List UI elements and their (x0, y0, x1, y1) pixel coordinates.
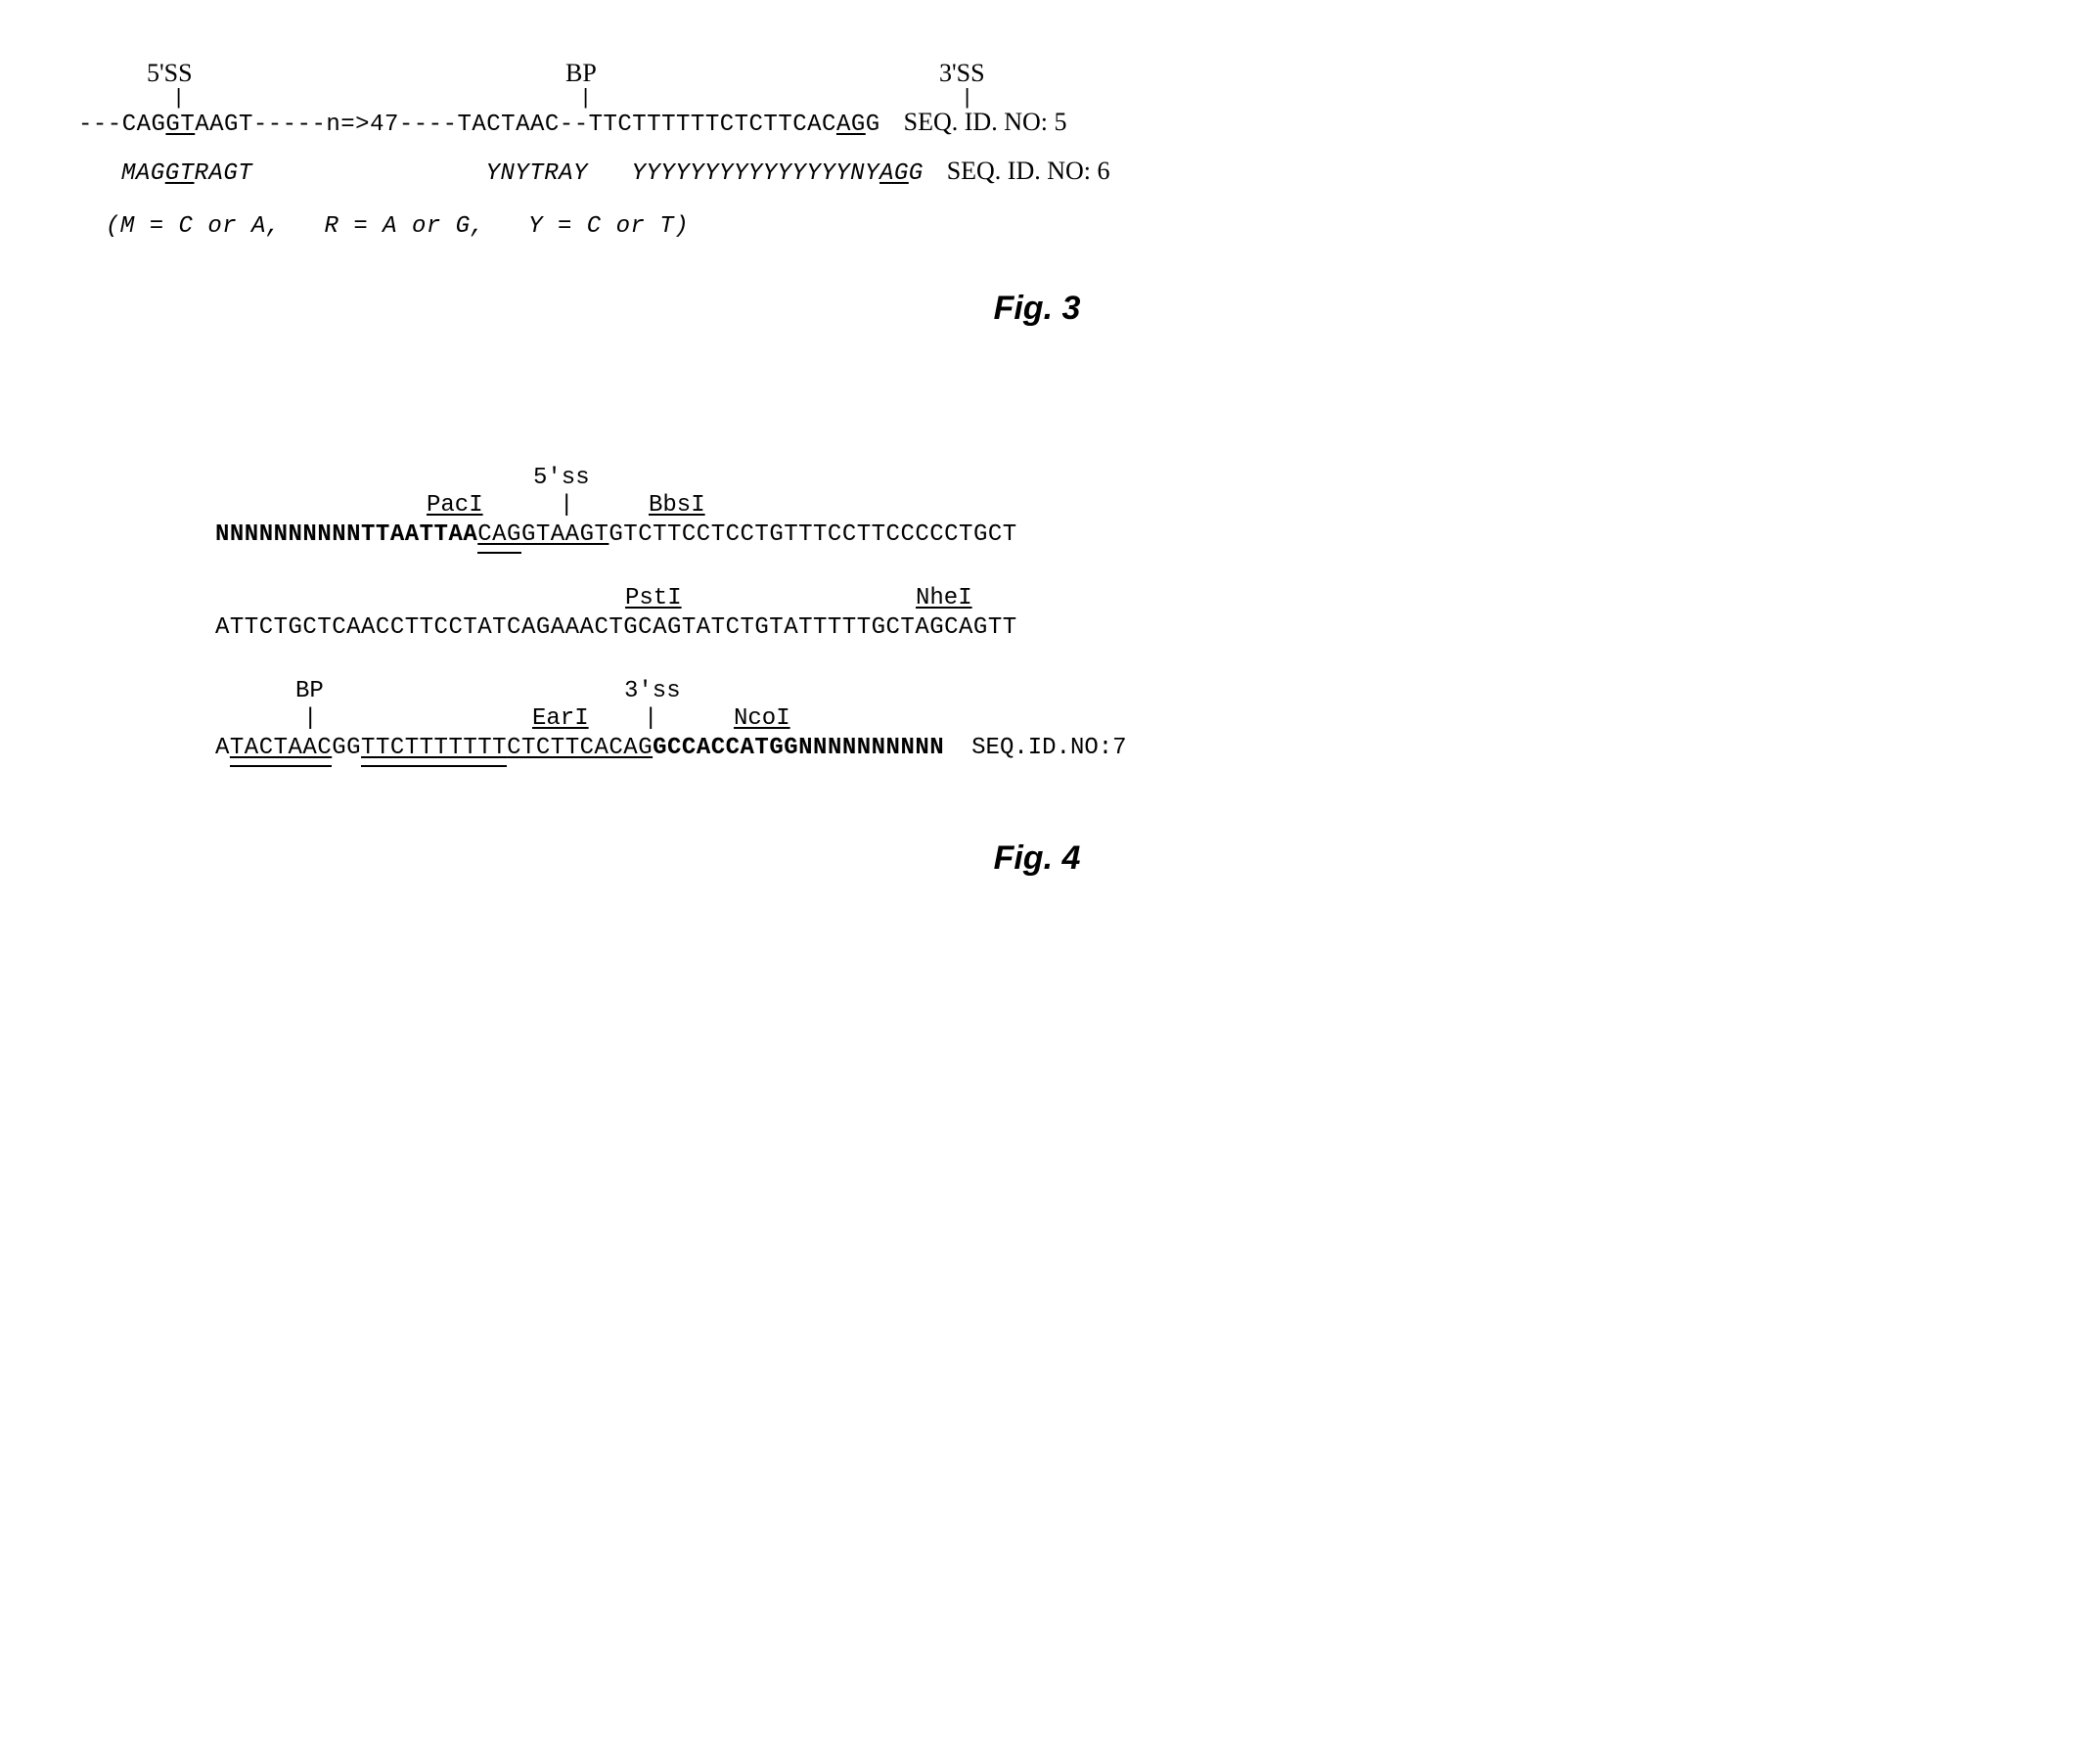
fig4-line3: BP 3'ss | EarI | NcoI ATACTAACGGTTCTTTTT… (215, 678, 1996, 761)
tick-3ss: | (644, 705, 657, 732)
fig4-line2: PstI NheI ATTCTGCTCAACCTTCCTATCAGAAACTGC… (215, 585, 1996, 641)
tick-5ss: | (560, 492, 573, 519)
label-nheI: NheI (880, 585, 972, 611)
fig3-seq5-row: ---CAGGTAAGT-----n=>47----TACTAAC--TTCTT… (78, 110, 1996, 139)
figure-3: 5'SS BP 3'SS | | | ---CAGGTAAGT-----n=>4… (78, 59, 1996, 328)
label-bbsI: BbsI (621, 492, 705, 519)
label-pacI: PacI (387, 492, 483, 519)
fig3-header-labels: 5'SS BP 3'SS (78, 59, 1996, 88)
label-5ss: 5'ss (533, 465, 590, 491)
fig4-line3-enzymelabels: | EarI | NcoI (215, 705, 1996, 735)
label-earI: EarI (499, 705, 589, 732)
fig4-line2-enzymelabels: PstI NheI (215, 585, 1996, 614)
fig4-line1: 5'ss PacI | BbsI NNNNNNNNNNTTAATTAACAGGT… (215, 465, 1996, 548)
fig4-line3-toplabels: BP 3'ss (215, 678, 1996, 705)
label-bp: BP (295, 678, 324, 704)
fig4-line2-seq: ATTCTGCTCAACCTTCCTATCAGAAACTGCAGTATCTGTA… (215, 614, 1996, 641)
fig4-line3-row: ATACTAACGGTTCTTTTTTTCTCTTCACAGGCCACCATGG… (215, 735, 1996, 761)
fig4-line1-enzymelabels: PacI | BbsI (215, 492, 1996, 521)
label-5ss: 5'SS (147, 59, 193, 88)
label-bp: BP (565, 59, 597, 88)
fig4-caption: Fig. 4 (78, 839, 1996, 878)
fig3-caption: Fig. 3 (78, 290, 1996, 328)
fig3-legend: (M = C or A, R = A or G, Y = C or T) (106, 213, 1996, 241)
fig3-header-ticks: | | | (78, 88, 1996, 110)
tick-bp: | (303, 705, 317, 732)
label-3ss: 3'ss (624, 678, 681, 704)
label-3ss: 3'SS (939, 59, 985, 88)
seq-id-5-label: SEQ. ID. NO: 5 (904, 108, 1067, 137)
fig3-seq5: ---CAGGTAAGT-----n=>47----TACTAAC--TTCTT… (78, 112, 880, 139)
fig3-seq6: MAGGTRAGT YNYTRAY YYYYYYYYYYYYYYYNYAGG (121, 160, 924, 188)
fig4-line1-toplabels: 5'ss (215, 465, 1996, 492)
fig3-seq6-row: MAGGTRAGT YNYTRAY YYYYYYYYYYYYYYYNYAGG S… (78, 158, 1996, 188)
label-pstI: PstI (602, 585, 682, 611)
label-ncoI: NcoI (704, 705, 790, 732)
fig4-line1-seq: NNNNNNNNNNTTAATTAACAGGTAAGTGTCTTCCTCCTGT… (215, 521, 1996, 548)
figure-4: 5'ss PacI | BbsI NNNNNNNNNNTTAATTAACAGGT… (78, 465, 1996, 878)
seq-id-6-label: SEQ. ID. NO: 6 (947, 157, 1110, 186)
fig4-line3-seq: ATACTAACGGTTCTTTTTTTCTCTTCACAGGCCACCATGG… (215, 735, 944, 761)
seq-id-7-label: SEQ.ID.NO:7 (971, 735, 1126, 761)
